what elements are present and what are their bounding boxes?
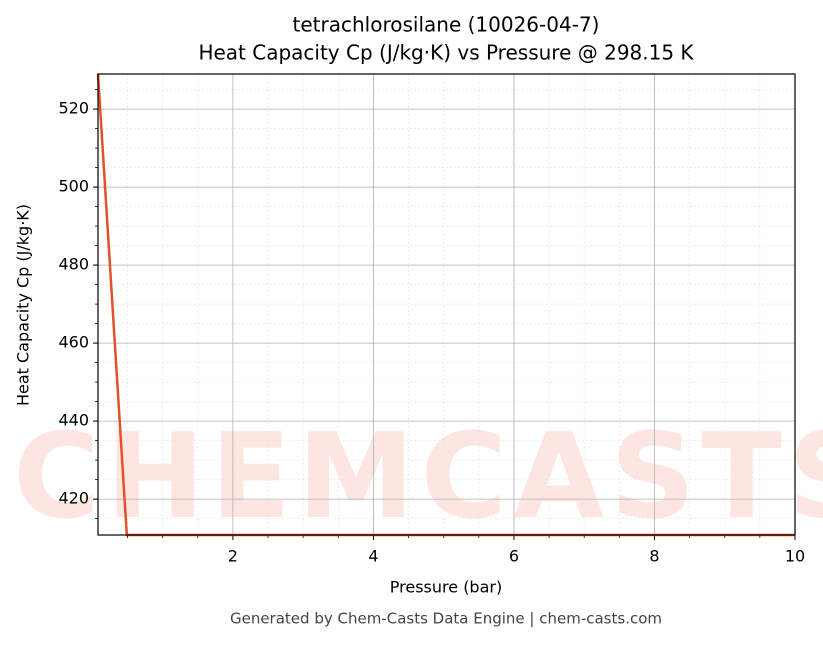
y-tick-label: 460 bbox=[58, 333, 89, 352]
chart-title: tetrachlorosilane (10026-04-7) bbox=[293, 13, 600, 37]
chart-subtitle: Heat Capacity Cp (J/kg·K) vs Pressure @ … bbox=[198, 41, 694, 65]
y-tick-label: 480 bbox=[58, 255, 89, 274]
plot-frame bbox=[97, 73, 796, 536]
y-tick-label: 420 bbox=[58, 489, 89, 508]
watermark: CHEMCASTS bbox=[13, 407, 823, 545]
y-tick-label: 440 bbox=[58, 411, 89, 430]
y-tick-label: 500 bbox=[58, 177, 89, 196]
y-axis-label: Heat Capacity Cp (J/kg·K) bbox=[14, 204, 33, 406]
y-tick-label: 520 bbox=[58, 99, 89, 118]
x-axis-label: Pressure (bar) bbox=[390, 578, 502, 597]
x-tick-label: 6 bbox=[509, 547, 519, 566]
x-tick-label: 8 bbox=[649, 547, 659, 566]
x-tick-label: 10 bbox=[785, 547, 805, 566]
x-tick-label: 2 bbox=[228, 547, 238, 566]
x-tick-label: 4 bbox=[368, 547, 378, 566]
footer: Generated by Chem-Casts Data Engine | ch… bbox=[230, 610, 662, 628]
